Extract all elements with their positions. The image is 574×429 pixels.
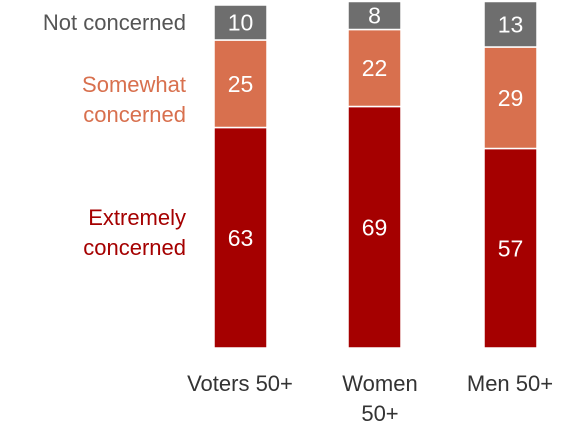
legend-extremely-concerned: Extremely concerned bbox=[83, 203, 186, 263]
data-label-somewhat-0: 25 bbox=[228, 71, 254, 97]
category-label-voters-line-1: Voters 50+ bbox=[187, 371, 293, 396]
bar-segment-somewhat-1 bbox=[347, 28, 402, 108]
data-label-not-2: 13 bbox=[498, 11, 524, 37]
category-label-voters: Voters 50+ bbox=[160, 369, 320, 399]
legend-not-concerned-line-1: Not concerned bbox=[42, 10, 186, 35]
bar-segment-extremely-1 bbox=[347, 105, 402, 349]
data-label-not-1: 8 bbox=[368, 3, 381, 29]
legend-extremely-concerned-line-2: concerned bbox=[83, 235, 186, 260]
bar-segment-not-0 bbox=[213, 4, 268, 41]
category-label-women-line-2: 50+ bbox=[361, 401, 399, 426]
data-label-somewhat-2: 29 bbox=[498, 85, 524, 111]
data-label-extremely-1: 69 bbox=[362, 214, 388, 240]
data-label-somewhat-1: 22 bbox=[362, 55, 388, 81]
bar-segment-not-2 bbox=[483, 0, 538, 48]
legend-somewhat-concerned-line-1: Somewhat bbox=[82, 72, 186, 97]
category-label-men-line-1: Men 50+ bbox=[466, 371, 554, 396]
legend-somewhat-concerned: Somewhat concerned bbox=[82, 70, 186, 130]
legend-somewhat-concerned-line-2: concerned bbox=[83, 102, 186, 127]
data-label-extremely-2: 57 bbox=[498, 235, 524, 261]
legend-extremely-concerned-line-1: Extremely bbox=[88, 205, 186, 230]
bar-segment-somewhat-2 bbox=[483, 46, 538, 150]
bar-segment-extremely-2 bbox=[483, 147, 538, 349]
category-label-women-line-1: Women bbox=[342, 371, 418, 396]
bar-segment-extremely-0 bbox=[213, 126, 268, 349]
data-label-not-0: 10 bbox=[228, 10, 254, 36]
category-label-men: Men 50+ bbox=[440, 369, 574, 399]
legend-not-concerned: Not concerned bbox=[43, 8, 186, 38]
data-label-extremely-0: 63 bbox=[228, 225, 254, 251]
bar-segment-not-1 bbox=[347, 0, 402, 31]
category-label-women: Women 50+ bbox=[310, 369, 450, 429]
